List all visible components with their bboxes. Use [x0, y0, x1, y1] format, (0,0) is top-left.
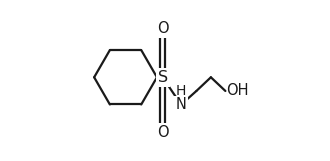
Text: N: N — [176, 97, 186, 112]
Text: O: O — [157, 124, 168, 140]
Text: OH: OH — [226, 83, 249, 99]
Text: O: O — [157, 21, 168, 37]
Text: S: S — [157, 70, 168, 85]
Text: H: H — [176, 84, 186, 98]
